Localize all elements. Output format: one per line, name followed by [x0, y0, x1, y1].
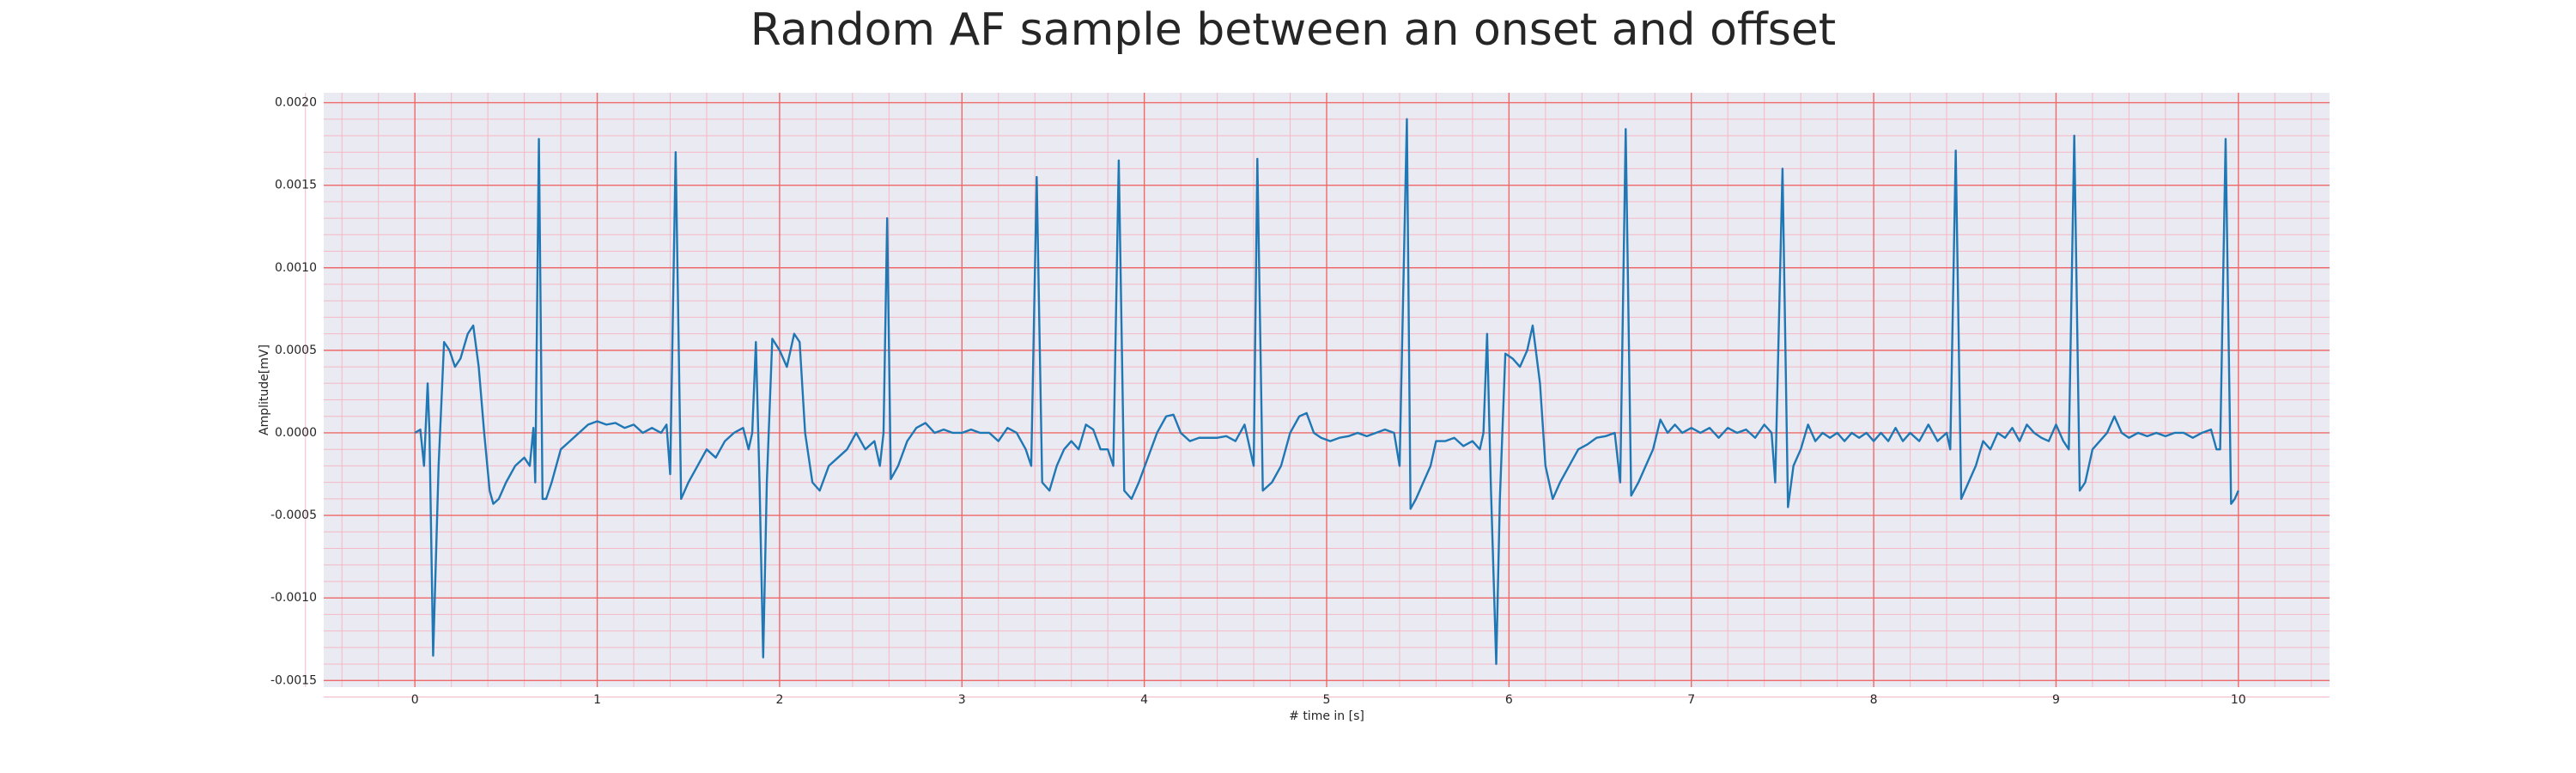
- chart-title: Random AF sample between an onset and of…: [750, 4, 1836, 56]
- grid: [305, 93, 2330, 698]
- y-tick-label: -0.0010: [270, 591, 317, 605]
- x-tick-label: 0: [411, 693, 419, 707]
- y-tick-label: 0.0005: [275, 344, 317, 357]
- x-tick-label: 1: [593, 693, 601, 707]
- y-tick-label: -0.0015: [270, 673, 317, 687]
- y-tick-label: 0.0015: [275, 179, 317, 192]
- x-tick-label: 10: [2231, 693, 2246, 707]
- x-tick-label: 7: [1687, 693, 1695, 707]
- y-tick-label: 0.0000: [275, 426, 317, 440]
- x-tick-label: 4: [1140, 693, 1148, 707]
- y-tick-label: 0.0020: [275, 96, 317, 110]
- y-tick-label: 0.0010: [275, 261, 317, 275]
- x-axis-label: # time in [s]: [1289, 709, 1364, 723]
- x-tick-label: 8: [1870, 693, 1878, 707]
- x-tick-label: 3: [958, 693, 966, 707]
- y-axis-label: Amplitude[mV]: [258, 344, 271, 435]
- x-tick-label: 6: [1505, 693, 1513, 707]
- marks: [414, 118, 2239, 666]
- x-tick-label: 9: [2052, 693, 2060, 707]
- x-tick-label: 5: [1323, 693, 1331, 707]
- data-line: [414, 118, 2239, 666]
- y-tick-label: -0.0005: [270, 508, 317, 522]
- x-tick-label: 2: [775, 693, 783, 707]
